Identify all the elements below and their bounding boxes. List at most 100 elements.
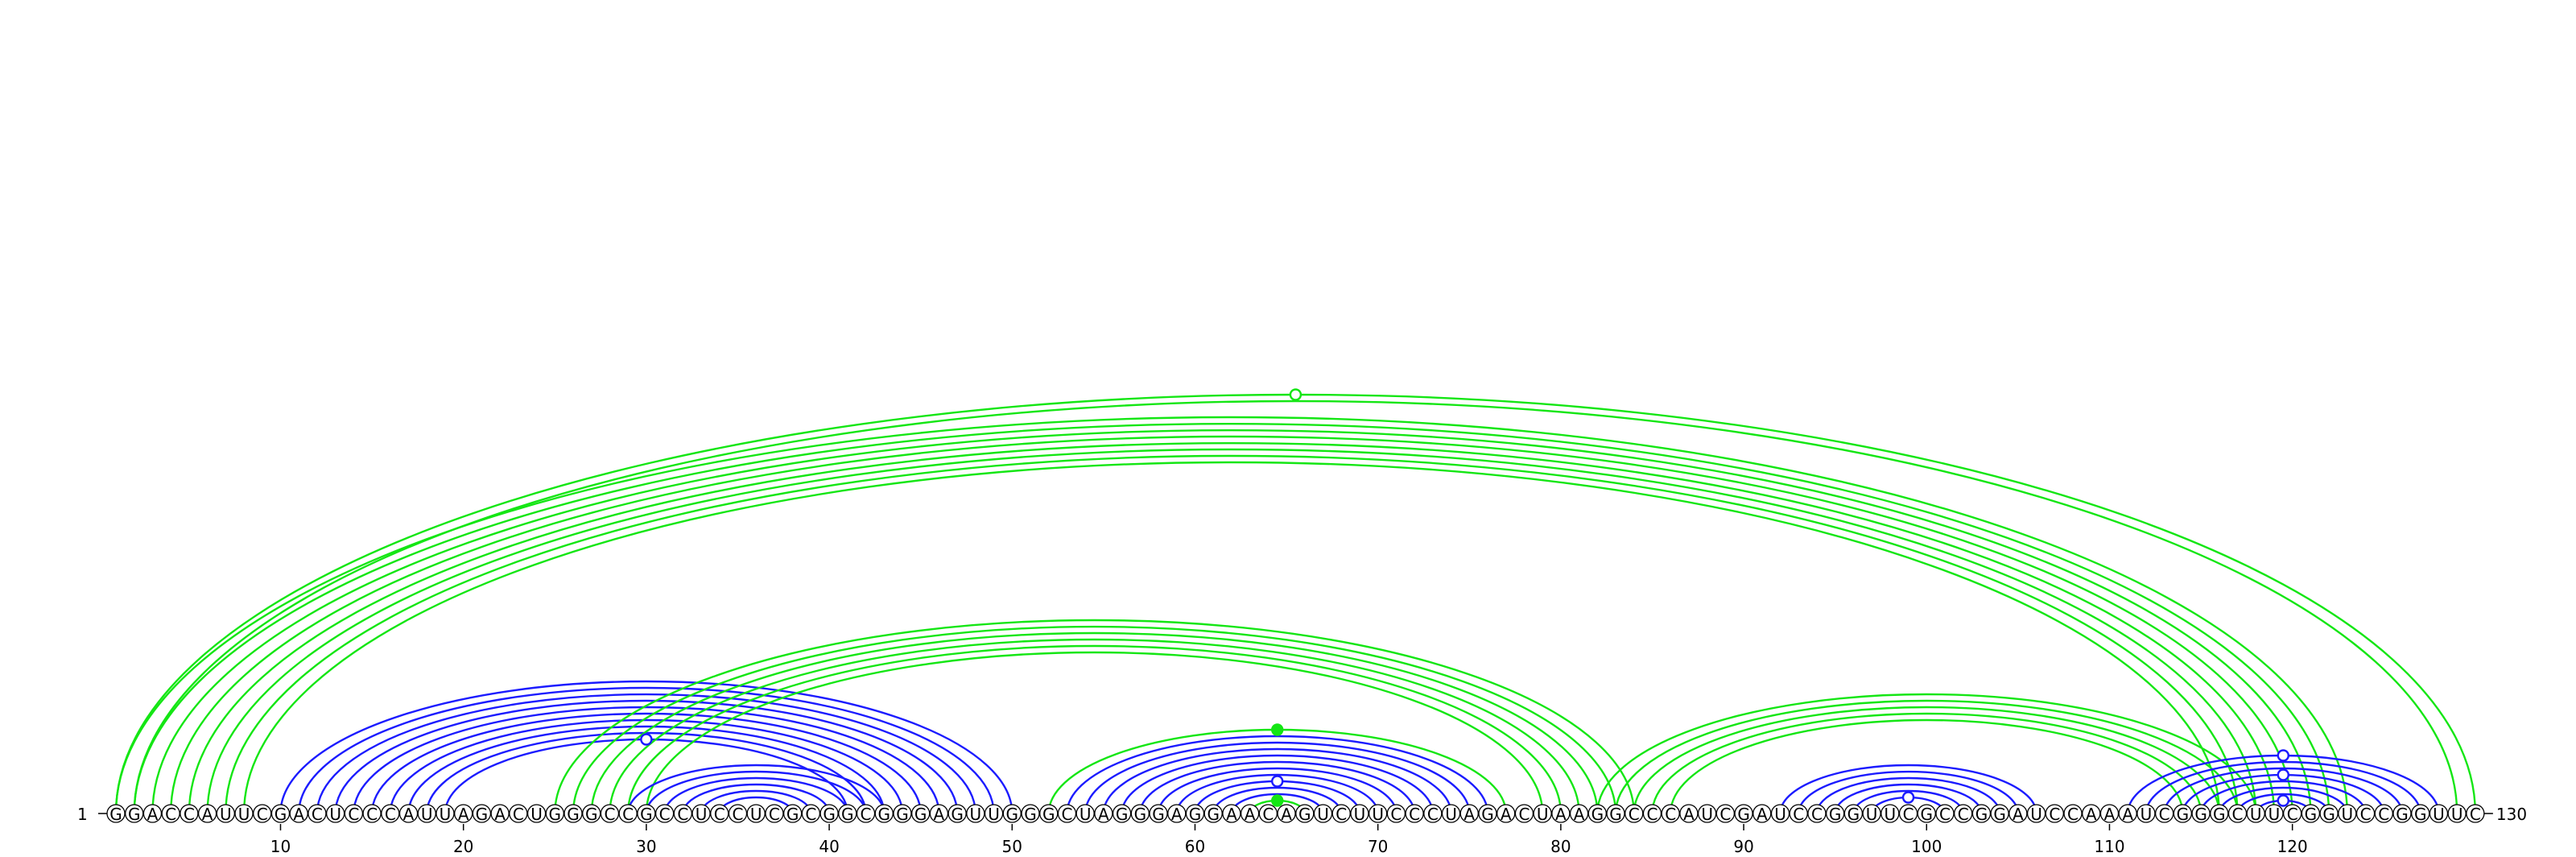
nucleotide-101: C [1935,804,1955,824]
nucleotide-55: A [1094,804,1113,824]
nucleotide-119: U [2264,804,2284,824]
nucleotide-circle [1459,804,1479,823]
nucleotide-130: C [2466,804,2485,824]
nucleotide-circle [1368,804,1388,823]
arc-apex-marker-97-101 [1901,791,1915,804]
nucleotide-59: A [1167,804,1187,824]
nucleotide-letter: C [312,805,323,824]
nucleotide-circle [1843,804,1864,823]
nucleotide-letter: U [421,805,433,824]
nucleotide-circle [637,804,656,823]
nucleotide-circle [1569,804,1589,823]
base-pair-arc-56-73 [1121,754,1435,814]
nucleotide-18: U [417,804,436,824]
nucleotide-121: G [2301,804,2321,824]
nucleotide-circle [1789,804,1808,823]
nucleotide-105: A [2008,804,2028,824]
nucleotide-103: G [1971,804,1992,824]
nucleotide-28: C [600,804,620,824]
nucleotide-circle [911,804,931,823]
nucleotide-circle [1661,804,1680,823]
nucleotide-11: A [289,804,308,824]
nucleotide-circle [1954,804,1973,823]
nucleotide-circle [308,804,327,823]
nucleotide-95: G [1826,804,1845,824]
nucleotide-125: C [2374,804,2393,824]
nucleotide-letter: C [513,805,524,824]
sequence-end-label: 130 [2496,805,2527,824]
nucleotide-letter: U [2268,805,2281,824]
base-pair-arc-95-103 [1834,783,1983,814]
nucleotide-circle [819,804,839,823]
base-pair-arc-92-106 [1779,764,2037,814]
nucleotide-circle [1021,804,1040,823]
nucleotide-circle [1185,804,1205,823]
nucleotide-letter: C [1409,805,1420,824]
nucleotide-circle [398,804,419,823]
nucleotide-circle [1039,804,1059,823]
nucleotide-letter: U [2433,805,2445,824]
tick-label-20: 20 [453,837,473,856]
nucleotide-circle [600,804,620,823]
nucleotide-letter: U [1701,805,1713,824]
nucleotide-94: C [1807,804,1827,824]
nucleotide-24: U [526,804,547,824]
base-pair-arc-30-79 [645,651,1544,814]
nucleotide-letter: U [1317,805,1329,824]
nucleotide-21: G [472,804,492,824]
nucleotide-letter: A [1555,805,1567,824]
nucleotide-letter: C [1262,805,1274,824]
nucleotide-letter: A [1281,805,1292,824]
nucleotide-30: G [637,804,656,824]
nucleotide-14: C [344,804,364,824]
nucleotide-127: G [2411,804,2430,824]
nucleotide-32: C [673,804,692,824]
base-pair-arc-57-72 [1139,760,1416,814]
nucleotide-115: G [2191,804,2211,824]
nucleotide-letter: G [567,805,580,824]
nucleotide-79: U [1533,804,1552,824]
nucleotide-letter: G [1024,805,1037,824]
nucleotide-letter: G [1591,805,1604,824]
nucleotide-letter: G [1207,805,1220,824]
nucleotide-circle [1880,804,1900,823]
nucleotide-letter: C [1811,805,1823,824]
nucleotide-letter: C [366,805,378,824]
base-pair-arc-113-126 [2163,767,2404,814]
nucleotide-circle [289,804,308,823]
nucleotide-56: G [1112,804,1132,824]
base-pair-arc-93-105 [1798,770,2020,814]
nucleotide-7: U [216,804,235,824]
arc-apex-marker-52-77 [1271,723,1284,736]
base-pair-arc-11-49 [298,686,995,814]
nucleotide-letter: C [2159,805,2170,824]
nucleotide-letter: G [1737,805,1750,824]
nucleotide-64: C [1258,804,1278,824]
nucleotide-circle [1514,804,1534,823]
nucleotide-letter: A [202,805,213,824]
nucleotide-circle [270,804,291,823]
nucleotide-circle [984,804,1004,823]
base-pair-arc-7-117 [225,454,2239,814]
nucleotide-circle [856,804,876,823]
nucleotide-113: C [2154,804,2174,824]
nucleotide-circle [710,804,729,823]
nucleotide-letter: U [329,805,341,824]
nucleotide-43: G [874,804,894,824]
nucleotide-circle [161,804,180,823]
base-pair-arc-15-45 [370,712,922,814]
nucleotide-2: G [125,804,144,824]
nucleotide-circle [2447,804,2467,823]
nucleotide-23: C [509,804,528,824]
nucleotide-circle [1533,804,1552,823]
tick-label-40: 40 [819,837,839,856]
nucleotide-111: A [2118,804,2137,824]
nucleotide-letter: G [1975,805,1988,824]
base-pair-arc-82-118 [1596,693,2257,814]
nucleotide-letter: C [1958,805,1969,824]
base-pair-arc-1-123 [114,416,2349,814]
nucleotide-letter: U [1866,805,1878,824]
nucleotide-letter: G [2396,805,2409,824]
nucleotide-letter: G [2322,805,2335,824]
